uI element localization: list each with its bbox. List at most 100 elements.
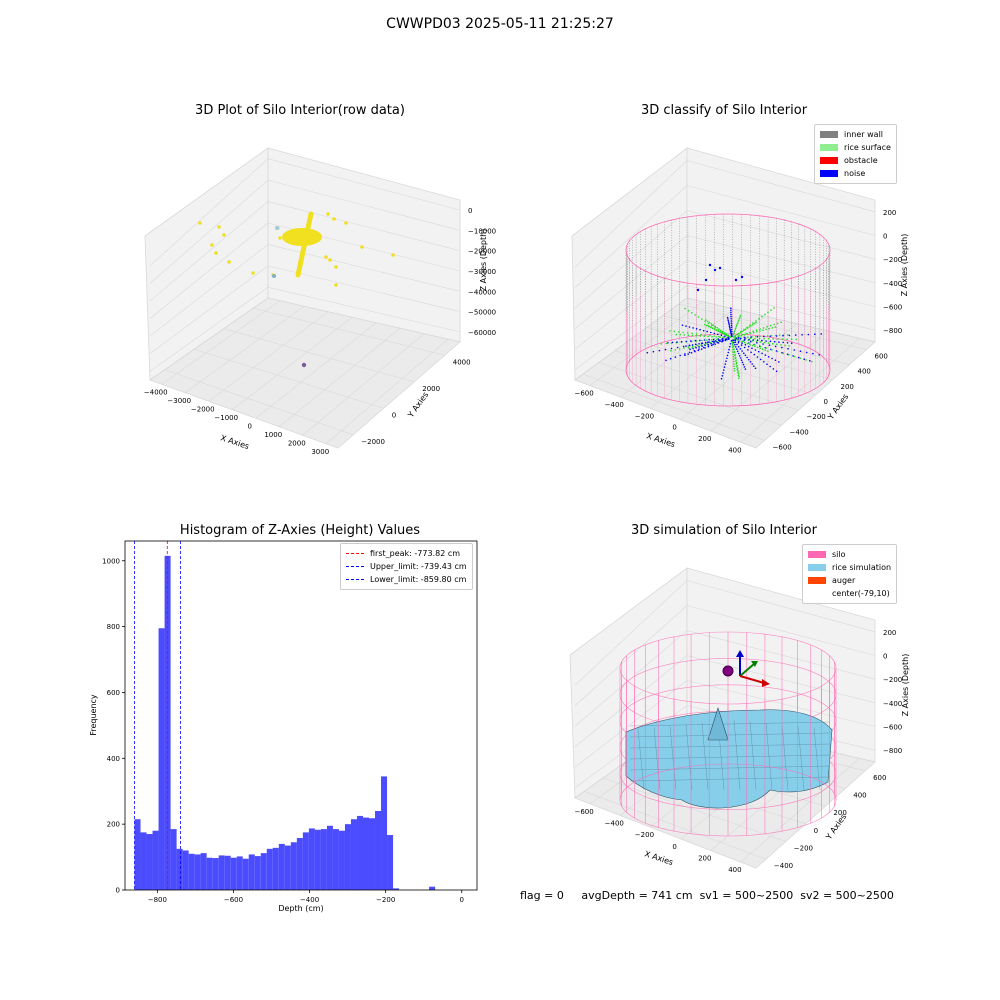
z-gridline <box>686 185 876 236</box>
classified-point <box>726 354 729 357</box>
z-tick-label: −200 <box>883 256 902 264</box>
x-axis-label: X Axies <box>219 433 250 451</box>
classified-point <box>776 322 779 325</box>
classified-point <box>768 327 770 330</box>
classified-point <box>764 313 766 316</box>
classified-point <box>764 354 767 356</box>
classified-point <box>728 348 730 351</box>
status-sv2: sv2 = 500~2500 <box>800 889 894 902</box>
classified-point <box>793 349 796 351</box>
classified-point <box>753 322 755 325</box>
classified-point <box>755 340 758 343</box>
histogram-bar <box>326 825 333 890</box>
x-gridline <box>740 758 860 863</box>
classified-point <box>788 345 790 347</box>
classified-point <box>693 349 696 352</box>
classified-point <box>674 349 677 351</box>
legend-item-noise: noise <box>820 167 891 180</box>
mesh-line <box>629 765 831 771</box>
z-gridline <box>686 680 876 727</box>
z-gridline <box>574 185 688 288</box>
classified-point <box>732 334 734 336</box>
classified-point <box>714 325 716 328</box>
classified-point <box>749 343 751 346</box>
classified-point <box>733 332 735 334</box>
classified-point <box>752 339 755 341</box>
classified-point <box>741 342 743 344</box>
classified-point <box>718 339 720 342</box>
classified-point <box>734 339 736 342</box>
legend-item-center: center(-79,10) <box>832 589 890 598</box>
noise-point <box>734 278 738 282</box>
classified-point <box>732 356 735 358</box>
classified-point <box>741 340 743 343</box>
classified-point <box>733 365 735 367</box>
panel-title-histogram: Histogram of Z-Axies (Height) Values <box>179 523 421 538</box>
classified-point <box>761 348 764 350</box>
classified-point <box>721 330 723 333</box>
classified-point <box>786 338 788 340</box>
classified-point <box>748 342 750 344</box>
classified-point <box>747 336 749 338</box>
y-gridline <box>194 348 384 409</box>
z-tick-label: 200 <box>883 209 896 217</box>
classified-point <box>763 341 766 344</box>
classified-point <box>699 339 701 342</box>
classified-point <box>794 334 797 336</box>
legend-item-upper-limit: Upper_limit: -739.43 cm <box>346 560 467 573</box>
y-tick-label: 4000 <box>453 358 471 366</box>
classified-point <box>691 345 694 347</box>
histogram-bar <box>260 853 267 890</box>
y-gridline <box>253 307 445 356</box>
classified-point <box>685 340 687 343</box>
classified-point <box>737 319 740 322</box>
classified-point <box>691 312 693 314</box>
classified-point <box>692 347 694 350</box>
y-tick-label: 600 <box>873 774 886 782</box>
classified-point <box>758 337 761 340</box>
classified-point <box>776 343 778 345</box>
legend-item-inner-wall: inner wall <box>820 128 891 141</box>
classified-point <box>715 336 717 338</box>
classified-point <box>774 359 777 361</box>
legend-item-rice-simulation: rice simulation <box>808 561 891 574</box>
classified-point <box>730 326 733 329</box>
3d-box-panes <box>144 147 461 449</box>
classified-point <box>734 336 736 338</box>
silo-wireframe-front <box>619 631 837 837</box>
classified-point <box>711 340 714 343</box>
classified-point <box>728 322 730 325</box>
z-gridline <box>574 655 688 747</box>
classified-point <box>755 320 757 322</box>
classified-point <box>732 358 735 360</box>
classified-point <box>740 344 743 346</box>
classified-point <box>730 324 733 326</box>
classified-point <box>711 338 713 341</box>
classified-point <box>707 335 709 338</box>
classified-point <box>766 363 768 365</box>
classified-point <box>736 343 738 346</box>
y-tick-label: 0 <box>116 887 120 895</box>
classified-point <box>713 328 716 331</box>
noise-point <box>696 288 700 292</box>
classified-point <box>724 333 727 335</box>
classified-point <box>734 343 736 346</box>
classified-point <box>733 367 736 370</box>
classified-point <box>793 355 796 358</box>
data-point <box>217 225 221 229</box>
classified-point <box>738 340 741 342</box>
classified-point <box>724 335 726 337</box>
mesh-line <box>797 725 805 791</box>
noise-point <box>718 266 722 270</box>
y-tick-label: 600 <box>107 689 120 697</box>
classified-point <box>716 338 718 341</box>
classified-point <box>688 326 691 328</box>
data-point <box>278 236 282 240</box>
classified-point <box>725 334 727 336</box>
z-tick-label: −600 <box>883 724 902 732</box>
classified-point <box>717 328 720 331</box>
classified-point <box>729 329 732 332</box>
histogram-bar <box>230 857 237 890</box>
classified-point <box>743 352 745 354</box>
classified-point <box>690 340 692 342</box>
